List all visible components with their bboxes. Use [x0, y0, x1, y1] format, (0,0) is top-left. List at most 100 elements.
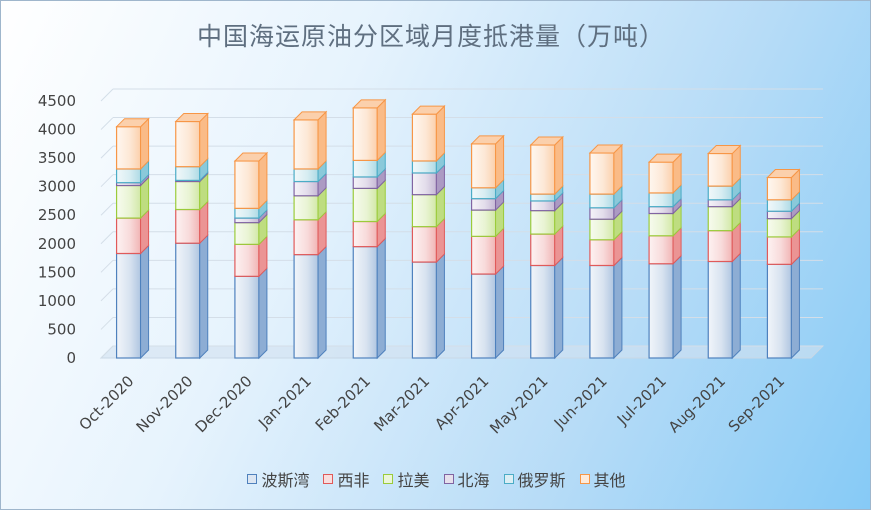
- bar-segment: [530, 200, 556, 212]
- bar-segment-side: [435, 104, 445, 163]
- bar-top: [529, 136, 564, 146]
- legend-item: 拉美: [383, 467, 430, 491]
- gridline-depth: [100, 231, 114, 245]
- bar-segment: [293, 180, 319, 197]
- bar-segment: [766, 236, 793, 265]
- bar-top: [292, 111, 328, 121]
- bar-segment-side: [613, 256, 623, 360]
- bar-segment: [589, 218, 615, 241]
- bar-top: [233, 152, 269, 162]
- x-tick-label: Jul-2021: [613, 372, 670, 429]
- bar-segment: [470, 198, 497, 211]
- bar-segment: [707, 185, 733, 201]
- bar-segment-side: [140, 244, 150, 360]
- bar-segment-side: [554, 256, 564, 360]
- bar-segment: [411, 261, 438, 359]
- bar-segment-side: [140, 117, 150, 171]
- bar-segment: [175, 166, 201, 181]
- bar-segment-side: [199, 233, 209, 360]
- legend-swatch: [247, 474, 258, 484]
- x-tick-label: Jan-2021: [254, 372, 315, 433]
- gridline-depth: [100, 117, 114, 130]
- bar-top: [588, 144, 624, 154]
- y-tick-label: 1000: [38, 292, 76, 310]
- bar-segment: [766, 210, 793, 220]
- legend-swatch: [443, 474, 454, 484]
- y-tick-label: 0: [66, 349, 76, 367]
- y-tick-label: 500: [47, 320, 76, 338]
- y-tick-label: 3000: [38, 178, 76, 196]
- gridline-depth: [100, 145, 114, 159]
- bar-segment-side: [376, 98, 386, 162]
- bar-top: [411, 105, 446, 115]
- bar-segment: [766, 263, 793, 359]
- chart-title: 中国海运原油分区域月度抵港量（万吨）: [196, 22, 665, 51]
- legend-item: 其他: [579, 467, 626, 491]
- bar-segment: [530, 264, 556, 359]
- bar-segment: [530, 233, 556, 267]
- bar-segment: [175, 120, 201, 168]
- bar-segment: [648, 235, 674, 265]
- bar-segment: [470, 209, 497, 237]
- bar-segment: [648, 192, 674, 208]
- bar-segment: [352, 176, 378, 189]
- bar-segment: [766, 199, 793, 212]
- legend-item: 北海: [443, 467, 490, 491]
- x-tick-label: Apr-2021: [431, 372, 492, 433]
- bar-segment-side: [258, 151, 268, 210]
- x-tick-label: Sep-2021: [725, 372, 789, 436]
- bar-segment: [352, 159, 378, 178]
- legend-item: 俄罗斯: [503, 467, 566, 491]
- x-tick-label: Feb-2021: [312, 372, 374, 434]
- bar-segment: [293, 219, 319, 256]
- bar-segment: [115, 168, 142, 184]
- gridline-depth: [100, 288, 114, 302]
- bar-segment: [648, 206, 674, 215]
- bar-segment: [234, 217, 260, 224]
- bar-top: [470, 135, 505, 145]
- bar-segment: [589, 207, 615, 220]
- bar-segment: [707, 152, 733, 187]
- legend-swatch: [579, 474, 590, 484]
- bar-segment: [530, 193, 556, 202]
- y-tick-label: 2500: [38, 206, 76, 224]
- bar-segment: [470, 187, 497, 200]
- bar-segment-side: [554, 135, 564, 196]
- bar-segment: [411, 160, 438, 174]
- legend-item: 波斯湾: [247, 467, 309, 491]
- x-tick-label: Aug-2021: [665, 372, 729, 436]
- bar-segment: [352, 187, 378, 223]
- legend-label: 西非: [337, 471, 370, 490]
- legend-label: 俄罗斯: [517, 471, 566, 490]
- bar-top: [115, 118, 150, 128]
- bar-segment: [470, 235, 497, 275]
- bar-top: [707, 145, 742, 155]
- y-tick-label: 4000: [38, 121, 76, 139]
- bar-segment: [411, 194, 438, 228]
- bar-segment: [352, 107, 378, 161]
- bar-top: [174, 113, 209, 123]
- bar-segment: [589, 264, 615, 359]
- bar-segment: [766, 218, 793, 238]
- bar-segment: [115, 126, 142, 170]
- gridline-depth: [100, 259, 114, 273]
- legend-item: 西非: [323, 467, 369, 491]
- bar-segment: [530, 210, 556, 235]
- legend-label: 拉美: [397, 471, 430, 490]
- bar-segment: [234, 222, 260, 245]
- bar-segment: [707, 199, 733, 208]
- x-tick-label: Jun-2021: [550, 372, 611, 433]
- legend-label: 波斯湾: [261, 471, 310, 490]
- bar-top: [352, 99, 387, 109]
- bar-segment: [530, 144, 556, 195]
- bar-segment: [175, 180, 201, 211]
- y-tick-label: 3500: [38, 149, 76, 167]
- y-tick-label: 4500: [38, 92, 76, 110]
- bar-segment-side: [495, 264, 505, 360]
- legend-label: 北海: [457, 471, 490, 490]
- bar-segment-side: [731, 252, 741, 360]
- gridline-depth: [100, 88, 114, 102]
- bar-segment-side: [435, 252, 445, 360]
